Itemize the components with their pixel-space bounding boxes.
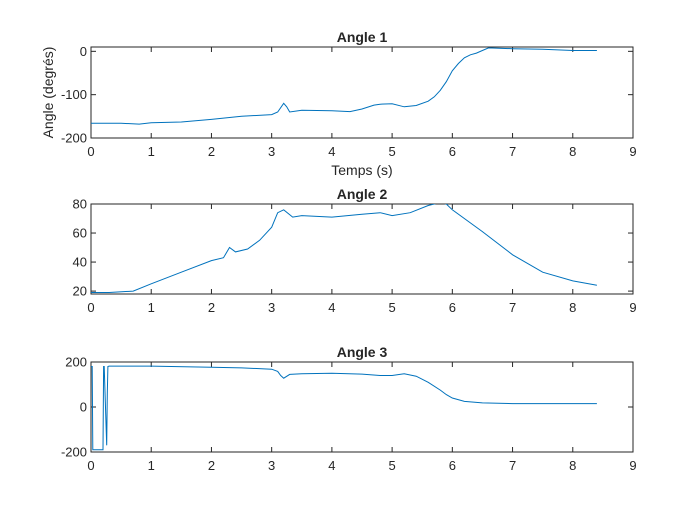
subplot-title: Angle 2: [337, 186, 388, 202]
x-tick-label: 1: [148, 300, 155, 315]
x-tick-label: 1: [148, 144, 155, 159]
y-tick-label: 40: [73, 255, 87, 270]
plot-area: [90, 361, 634, 453]
y-tick-label: 200: [65, 355, 87, 370]
x-tick-label: 3: [268, 144, 275, 159]
data-series-line: [91, 204, 597, 293]
x-tick-label: 8: [569, 144, 576, 159]
x-tick-label: 5: [388, 144, 395, 159]
x-tick-label: 0: [87, 458, 94, 473]
x-tick-label: 2: [208, 144, 215, 159]
plot-area: [90, 46, 634, 139]
x-tick-label: 6: [449, 458, 456, 473]
axes-layer: 0 1 2 3 4 5 6 7 8 9 -200 -100 0: [61, 44, 637, 159]
x-tick-label: 5: [388, 458, 395, 473]
x-tick-label: 0: [87, 144, 94, 159]
x-tick-label: 7: [509, 144, 516, 159]
data-series-line: [91, 365, 597, 451]
x-tick-label: 9: [629, 458, 636, 473]
data-series-line: [91, 47, 597, 125]
x-tick-label: 8: [569, 458, 576, 473]
x-tick-label: 5: [388, 300, 395, 315]
axes-layer: 0 1 2 3 4 5 6 7 8 9 20 40 60 80: [73, 197, 637, 316]
x-tick-label: 4: [328, 458, 335, 473]
x-tick-label: 4: [328, 300, 335, 315]
subplot-angle-2: Angle 2 0 1 2 3 4 5 6 7 8 9 20 40 60 80: [73, 186, 637, 315]
y-tick-label: 60: [73, 226, 87, 241]
subplot-angle-1: Angle 1 0 1 2 3 4 5 6 7 8 9 -200 -100 0 Temps (s) An…: [40, 29, 637, 178]
x-tick-label: 1: [148, 458, 155, 473]
x-tick-label: 9: [629, 144, 636, 159]
x-tick-label: 0: [87, 300, 94, 315]
x-axis-label: Temps (s): [331, 162, 392, 178]
y-tick-label: -100: [61, 87, 87, 102]
y-tick-label: 20: [73, 284, 87, 299]
x-tick-label: 6: [449, 300, 456, 315]
x-tick-label: 2: [208, 300, 215, 315]
y-tick-label: 0: [80, 44, 87, 59]
x-tick-label: 7: [509, 300, 516, 315]
y-tick-label: 0: [80, 400, 87, 415]
y-tick-label: 80: [73, 197, 87, 212]
y-tick-label: -200: [61, 131, 87, 146]
x-tick-label: 9: [629, 300, 636, 315]
x-tick-label: 7: [509, 458, 516, 473]
plot-area: [90, 203, 634, 295]
y-tick-label: -200: [61, 445, 87, 460]
y-axis-label: Angle (degrés): [40, 47, 56, 139]
subplot-title: Angle 1: [337, 29, 388, 45]
subplot-title: Angle 3: [337, 344, 388, 360]
x-tick-label: 3: [268, 458, 275, 473]
x-tick-label: 6: [449, 144, 456, 159]
x-tick-label: 4: [328, 144, 335, 159]
x-tick-label: 8: [569, 300, 576, 315]
x-tick-label: 3: [268, 300, 275, 315]
x-tick-label: 2: [208, 458, 215, 473]
